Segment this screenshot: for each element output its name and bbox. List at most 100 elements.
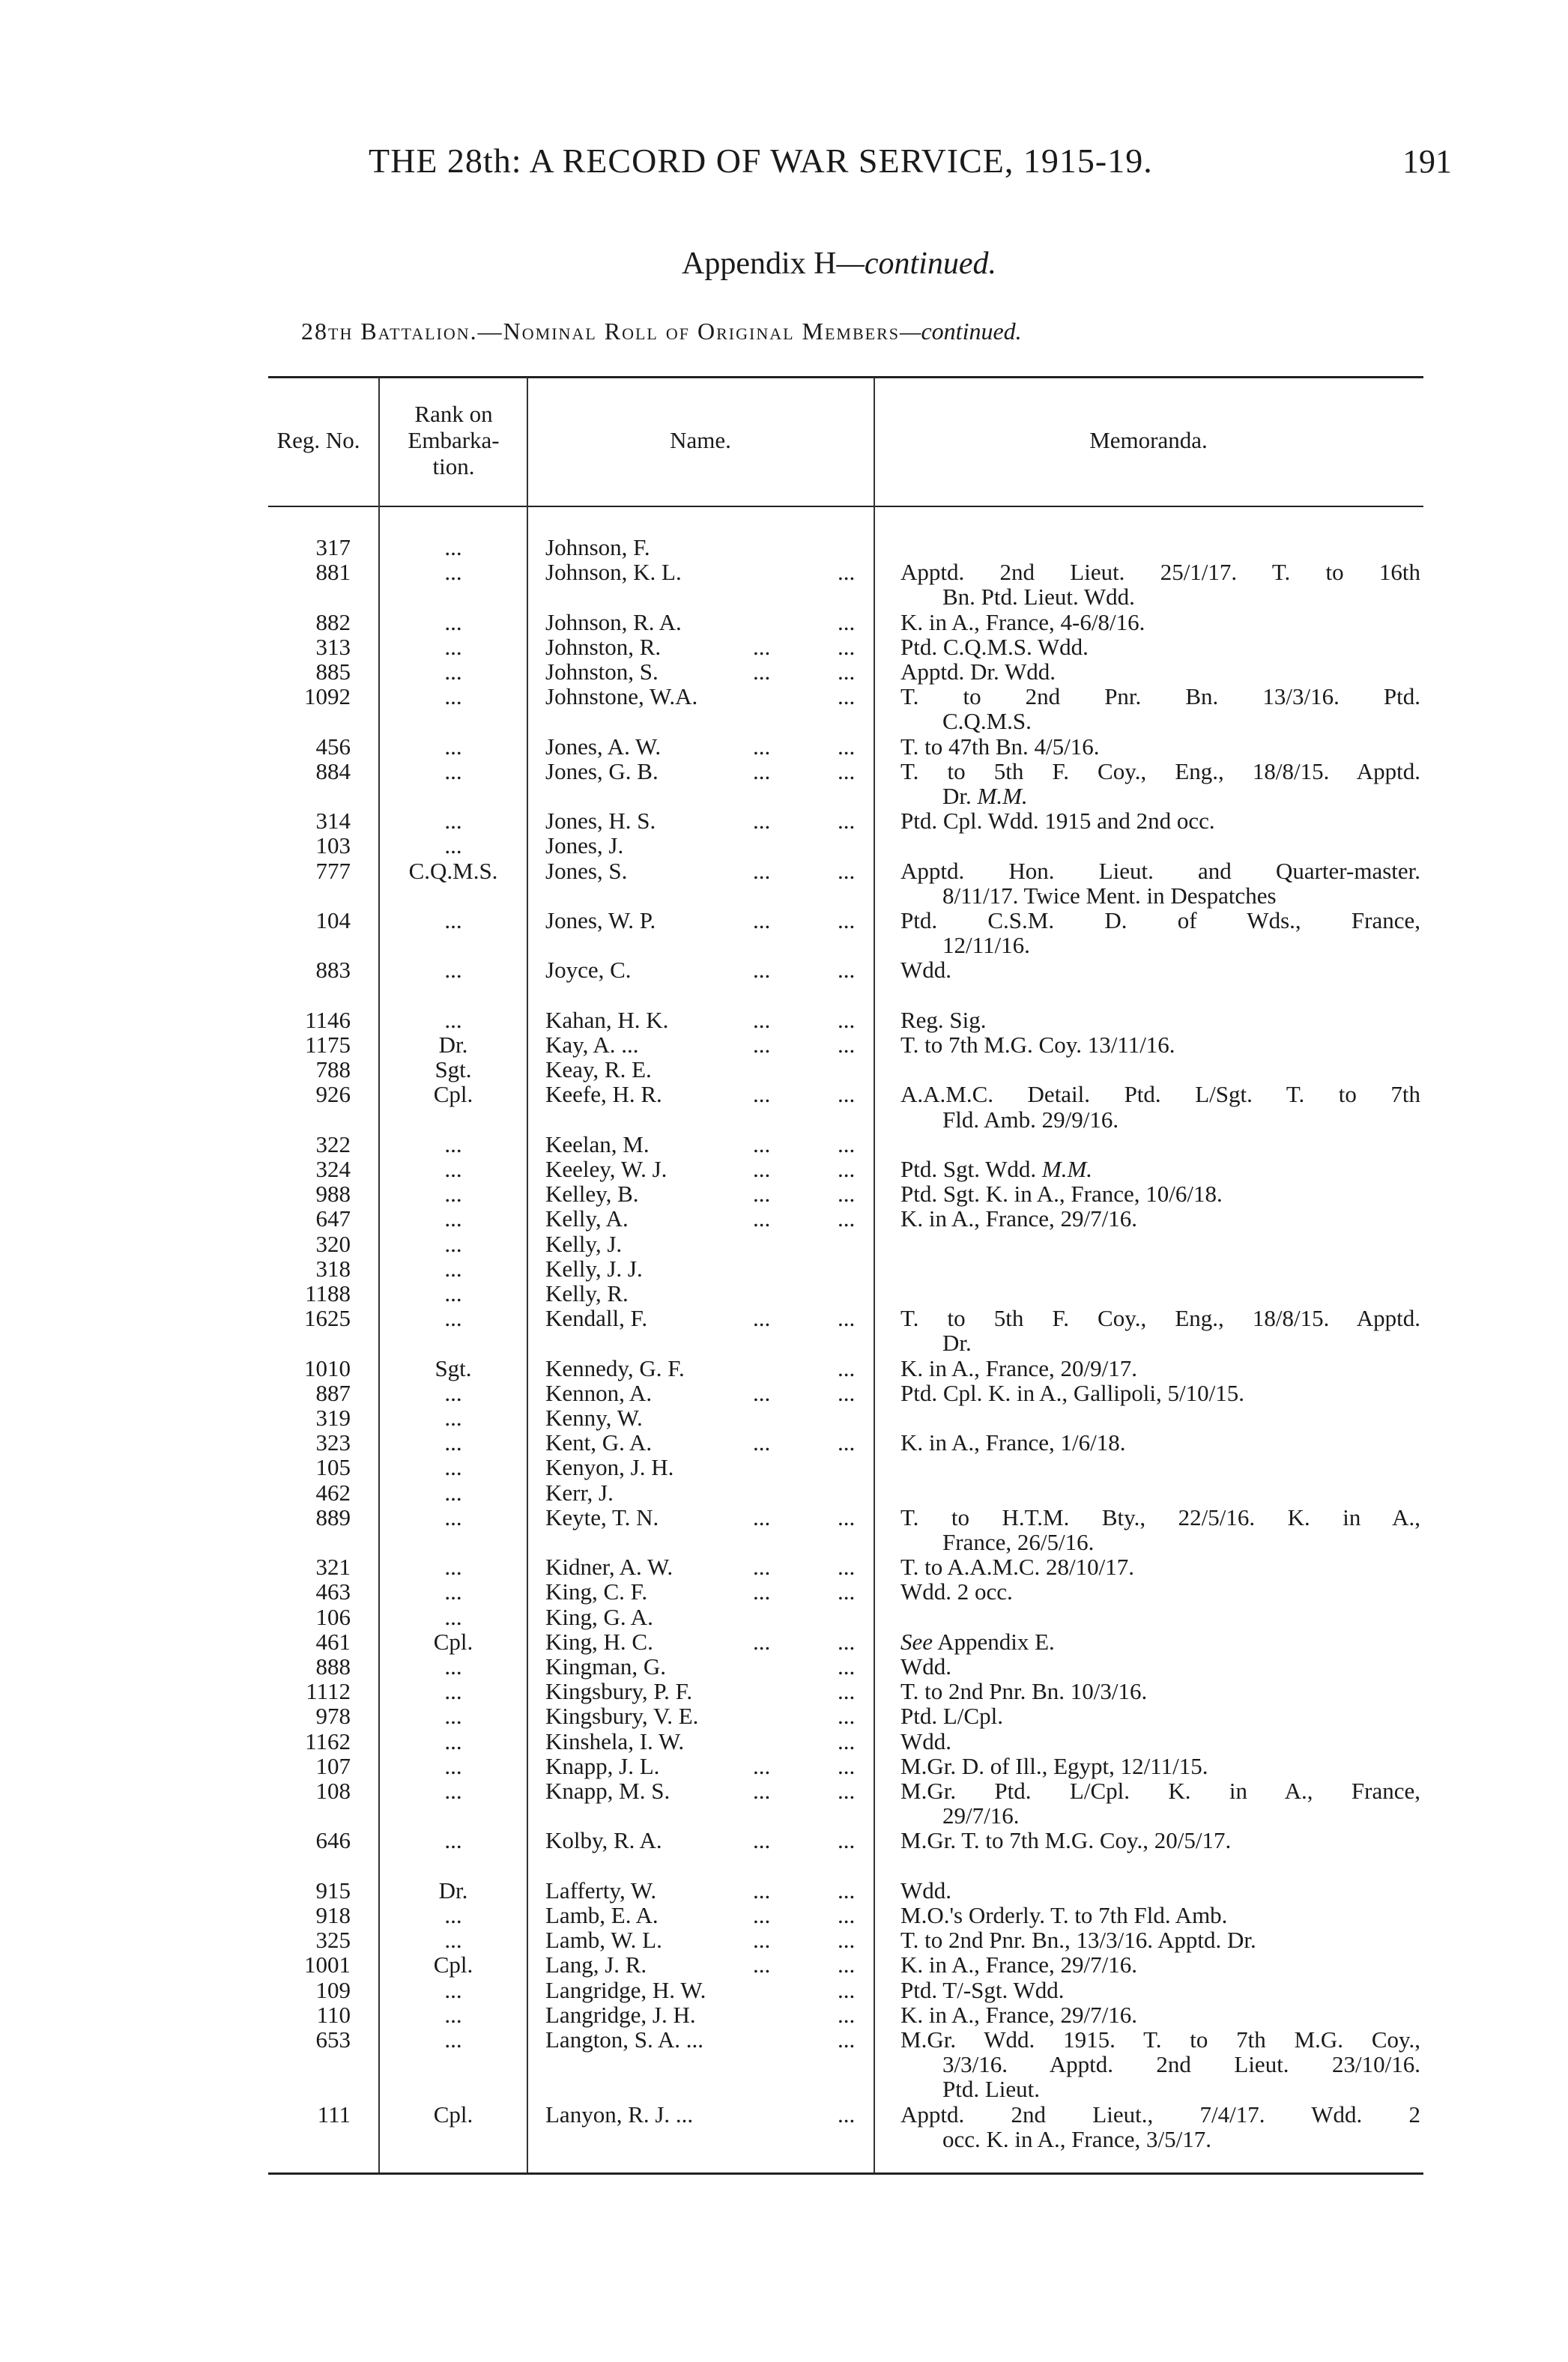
reg-no: 324 (315, 1156, 351, 1182)
member-name: Kingsbury, V. E. (545, 1703, 699, 1730)
member-name: Jones, G. B. (545, 757, 659, 784)
leader-dots: ... (838, 1379, 856, 1406)
memoranda-line: Wdd. 2 occ. (900, 1578, 1013, 1605)
memoranda-line: Dr. (942, 1330, 972, 1357)
reg-no: 885 (315, 658, 351, 685)
leader-dots: ... (838, 1778, 856, 1804)
roll-title: 28th Battalion.—Nominal Roll of Original… (301, 318, 1022, 345)
memoranda-line: occ. K. in A., France, 3/5/17. (942, 2125, 1212, 2152)
rank: ... (444, 1379, 462, 1406)
reg-no: 882 (315, 608, 351, 635)
reg-no: 456 (315, 733, 351, 760)
rank: ... (444, 1205, 462, 1232)
leader-dots: ... (753, 907, 771, 933)
leader-dots: ... (838, 957, 856, 984)
member-name: Keefe, H. R. (545, 1081, 662, 1108)
leader-dots: ... (838, 683, 856, 710)
header-rank: Rank on Embarka- tion. (381, 401, 527, 479)
reg-no: 317 (315, 534, 351, 560)
reg-no: 1162 (305, 1727, 351, 1754)
memoranda-line: K. in A., France, 4-6/8/16. (900, 608, 1145, 635)
memoranda-line: Wdd. (900, 1727, 952, 1754)
rank: ... (444, 1653, 462, 1680)
rank: Dr. (438, 1877, 468, 1904)
reg-no: 883 (315, 957, 351, 984)
leader-dots: ... (838, 1032, 856, 1058)
rank: ... (444, 2026, 462, 2053)
rank: ... (444, 1678, 462, 1705)
member-name: Kerr, J. (545, 1479, 614, 1506)
member-name: Kahan, H. K. (545, 1006, 669, 1033)
memoranda-line: Apptd. 2nd Lieut. 25/1/17. T. to 16th (900, 559, 1420, 586)
member-name: Kingsbury, P. F. (545, 1678, 693, 1705)
rank: ... (444, 1727, 462, 1754)
rank: ... (444, 608, 462, 635)
memoranda-line: Wdd. (900, 1877, 952, 1904)
leader-dots: ... (838, 757, 856, 784)
reg-no: 462 (315, 1479, 351, 1506)
roll-title-suffix: —continued. (900, 318, 1022, 345)
leader-dots: ... (753, 1429, 771, 1456)
member-name: Keay, R. E. (545, 1056, 652, 1083)
rank: ... (444, 1280, 462, 1306)
header-bottom-rule (268, 506, 1423, 507)
rank: ... (444, 1006, 462, 1033)
member-name: Kennedy, G. F. (545, 1354, 685, 1381)
header-rank-line: tion. (432, 453, 475, 479)
memoranda-line: M.O.'s Orderly. T. to 7th Fld. Amb. (900, 1902, 1228, 1928)
member-name: Langridge, J. H. (545, 2001, 696, 2028)
rank: Dr. (438, 1032, 468, 1058)
reg-no: 888 (315, 1653, 351, 1680)
rank: ... (444, 1902, 462, 1928)
memoranda-line: T. to 2nd Pnr. Bn. 13/3/16. Ptd. (900, 683, 1420, 710)
memoranda-line: Ptd. Cpl. Wdd. 1915 and 2nd occ. (900, 808, 1215, 835)
leader-dots: ... (838, 1205, 856, 1232)
memoranda-line: K. in A., France, 20/9/17. (900, 1354, 1137, 1381)
reg-no: 884 (315, 757, 351, 784)
reg-no: 1188 (305, 1280, 351, 1306)
memoranda-line: 8/11/17. Twice Ment. in Despatches (942, 882, 1277, 909)
leader-dots: ... (753, 1181, 771, 1208)
member-name: Lamb, E. A. (545, 1902, 659, 1928)
member-name: Kelley, B. (545, 1181, 639, 1208)
leader-dots: ... (838, 2001, 856, 2028)
member-name: Kennon, A. (545, 1379, 653, 1406)
rank: ... (444, 1976, 462, 2003)
member-name: Keeley, W. J. (545, 1156, 668, 1182)
memoranda-line: Ptd. T/-Sgt. Wdd. (900, 1976, 1065, 2003)
leader-dots: ... (838, 1951, 856, 1978)
reg-no: 1175 (305, 1032, 351, 1058)
member-name: Johnson, F. (545, 534, 650, 560)
memoranda-line: T. to 5th F. Coy., Eng., 18/8/15. Apptd. (900, 757, 1420, 784)
memoranda-line: See Appendix E. (900, 1628, 1055, 1655)
leader-dots: ... (753, 1951, 771, 1978)
leader-dots: ... (753, 658, 771, 685)
reg-no: 926 (315, 1081, 351, 1108)
reg-no: 461 (315, 1628, 351, 1655)
member-name: Lamb, W. L. (545, 1927, 662, 1954)
rank: ... (444, 1578, 462, 1605)
reg-no: 1625 (304, 1305, 351, 1332)
leader-dots: ... (838, 1305, 856, 1332)
memoranda-line: Ptd. C.Q.M.S. Wdd. (900, 633, 1089, 660)
leader-dots: ... (838, 907, 856, 933)
member-name: King, G. A. (545, 1603, 653, 1630)
member-name: Johnson, K. L. (545, 559, 682, 586)
leader-dots: ... (838, 1927, 856, 1954)
member-name: Kelly, J. J. (545, 1255, 643, 1282)
leader-dots: ... (753, 1778, 771, 1804)
rank: ... (444, 1429, 462, 1456)
reg-no: 646 (315, 1827, 351, 1854)
reg-no: 313 (315, 633, 351, 660)
reg-no: 915 (315, 1877, 351, 1904)
reg-no: 887 (315, 1379, 351, 1406)
memoranda-line: T. to 7th M.G. Coy. 13/11/16. (900, 1032, 1175, 1058)
leader-dots: ... (838, 658, 856, 685)
reg-no: 325 (315, 1927, 351, 1954)
memoranda-line: M.Gr. T. to 7th M.G. Coy., 20/5/17. (900, 1827, 1232, 1854)
page-number: 191 (1402, 143, 1452, 180)
rank: Cpl. (433, 1628, 473, 1655)
leader-dots: ... (838, 1703, 856, 1730)
memoranda-line: 29/7/16. (942, 1802, 1020, 1829)
leader-dots: ... (838, 1678, 856, 1705)
